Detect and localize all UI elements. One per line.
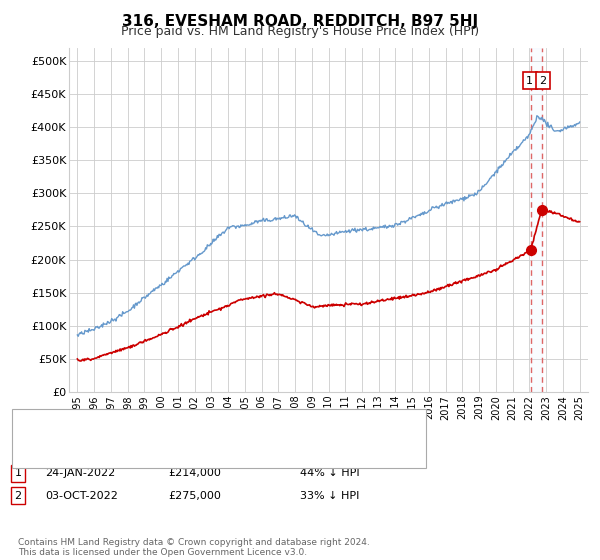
Text: 2: 2 bbox=[539, 76, 547, 86]
Text: HPI: Average price, detached house, Redditch: HPI: Average price, detached house, Redd… bbox=[57, 437, 296, 447]
Text: 1: 1 bbox=[14, 468, 22, 478]
Text: 44% ↓ HPI: 44% ↓ HPI bbox=[300, 468, 359, 478]
Text: ─────: ───── bbox=[30, 437, 64, 447]
Text: 2: 2 bbox=[14, 491, 22, 501]
Text: 03-OCT-2022: 03-OCT-2022 bbox=[45, 491, 118, 501]
Text: £214,000: £214,000 bbox=[168, 468, 221, 478]
Text: ─────: ───── bbox=[30, 421, 64, 431]
Text: £275,000: £275,000 bbox=[168, 491, 221, 501]
Bar bbox=[530, 48, 542, 392]
Text: 316, EVESHAM ROAD, REDDITCH, B97 5HJ (detached house): 316, EVESHAM ROAD, REDDITCH, B97 5HJ (de… bbox=[57, 421, 370, 431]
Text: 316, EVESHAM ROAD, REDDITCH, B97 5HJ: 316, EVESHAM ROAD, REDDITCH, B97 5HJ bbox=[122, 14, 478, 29]
Text: Contains HM Land Registry data © Crown copyright and database right 2024.
This d: Contains HM Land Registry data © Crown c… bbox=[18, 538, 370, 557]
Text: 24-JAN-2022: 24-JAN-2022 bbox=[45, 468, 115, 478]
Text: 33% ↓ HPI: 33% ↓ HPI bbox=[300, 491, 359, 501]
Text: 1: 1 bbox=[526, 76, 533, 86]
Text: Price paid vs. HM Land Registry's House Price Index (HPI): Price paid vs. HM Land Registry's House … bbox=[121, 25, 479, 38]
